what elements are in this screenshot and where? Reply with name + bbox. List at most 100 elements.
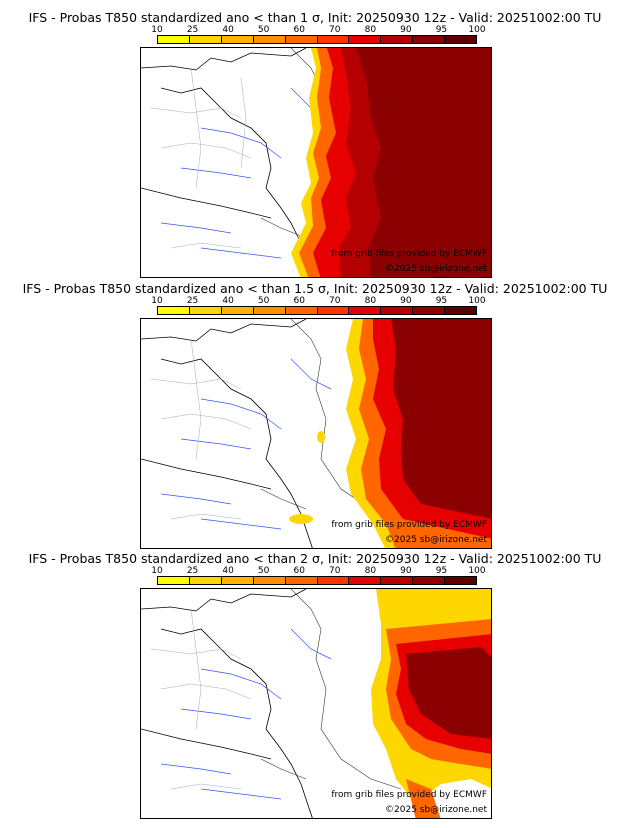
probability-field: [371, 589, 491, 818]
color-legend: 10 25 40 50 60 70 80 90 95 100: [151, 566, 486, 586]
legend-swatch: [285, 307, 318, 314]
legend-tick-label: 50: [257, 566, 270, 576]
probability-map: from grib files provided by ECMWF ©2025 …: [140, 318, 492, 549]
legend-tick-label: 40: [222, 25, 234, 35]
map-canvas: [141, 319, 491, 548]
credit-source: from grib files provided by ECMWF: [331, 520, 487, 530]
legend-swatch: [413, 307, 446, 314]
legend-tick-label: 95: [435, 296, 448, 306]
legend-tick-label: 10: [151, 296, 163, 306]
color-legend: 10 25 40 50 60 70 80 90 95 100: [151, 296, 486, 316]
credit-copyright: ©2025 sb@irizone.net: [385, 535, 487, 545]
legend-tick-label: 80: [364, 566, 377, 576]
admin-borders: [150, 338, 252, 520]
legend-tick-label: 95: [435, 566, 448, 576]
legend-bar: [157, 35, 477, 44]
legend-tick-label: 90: [400, 566, 412, 576]
admin-borders: [150, 608, 252, 790]
map-panel-1: IFS - Probas T850 standardized ano < tha…: [0, 10, 630, 280]
legend-tick-label: 90: [400, 296, 412, 306]
legend-swatch: [253, 36, 286, 43]
panel-title: IFS - Probas T850 standardized ano < tha…: [28, 551, 602, 566]
legend-tick-label: 70: [329, 566, 341, 576]
legend-tick-label: 25: [186, 25, 199, 35]
legend-bar: [157, 576, 477, 585]
legend-tick-label: 40: [222, 296, 234, 306]
legend-tick-label: 100: [468, 296, 486, 306]
legend-swatch: [413, 577, 446, 584]
map-canvas: [141, 48, 491, 277]
legend-swatch: [317, 577, 350, 584]
admin-borders: [150, 67, 252, 249]
map-panel-3: IFS - Probas T850 standardized ano < tha…: [0, 551, 630, 821]
legend-swatch: [413, 36, 446, 43]
legend-swatch: [349, 577, 382, 584]
coastline: [141, 589, 313, 818]
legend-swatch: [189, 577, 222, 584]
legend-tick-label: 25: [186, 566, 199, 576]
map-panel-2: IFS - Probas T850 standardized ano < tha…: [0, 281, 630, 551]
legend-swatch: [189, 36, 222, 43]
legend-swatch: [381, 307, 414, 314]
legend-tick-label: 60: [293, 296, 305, 306]
probability-map: from grib files provided by ECMWF ©2025 …: [140, 47, 492, 278]
legend-tick-label: 60: [293, 25, 305, 35]
legend-swatch: [221, 36, 254, 43]
legend-swatch: [445, 36, 477, 43]
legend-swatch: [285, 36, 318, 43]
legend-tick-label: 70: [329, 25, 341, 35]
legend-swatch: [317, 36, 350, 43]
legend-tick-label: 70: [329, 296, 341, 306]
legend-ticks: 10 25 40 50 60 70 80 90 95 100: [151, 566, 485, 576]
legend-swatch: [349, 36, 382, 43]
color-legend: 10 25 40 50 60 70 80 90 95 100: [151, 25, 486, 45]
legend-tick-label: 100: [468, 25, 486, 35]
rivers: [160, 358, 332, 530]
legend-tick-label: 60: [293, 566, 305, 576]
coastline: [141, 48, 313, 277]
legend-tick-label: 95: [435, 25, 448, 35]
legend-ticks: 10 25 40 50 60 70 80 90 95 100: [151, 296, 485, 306]
legend-tick-label: 50: [257, 25, 270, 35]
coastline: [141, 319, 313, 548]
credit-copyright: ©2025 sb@irizone.net: [385, 805, 487, 815]
legend-swatch: [445, 307, 477, 314]
probability-map: from grib files provided by ECMWF ©2025 …: [140, 588, 492, 819]
legend-tick-label: 25: [186, 296, 199, 306]
panel-title: IFS - Probas T850 standardized ano < tha…: [22, 281, 608, 296]
map-canvas: [141, 589, 491, 818]
legend-swatch: [158, 307, 190, 314]
base-map: [141, 589, 402, 818]
legend-tick-label: 10: [151, 566, 163, 576]
legend-tick-label: 100: [468, 566, 486, 576]
legend-swatch: [221, 307, 254, 314]
legend-swatch: [317, 307, 350, 314]
legend-swatch: [349, 307, 382, 314]
credit-source: from grib files provided by ECMWF: [331, 249, 487, 259]
legend-tick-label: 90: [400, 25, 412, 35]
legend-tick-label: 80: [364, 296, 377, 306]
credit-source: from grib files provided by ECMWF: [331, 790, 487, 800]
rivers: [160, 628, 332, 800]
probability-field: [289, 319, 491, 548]
credit-copyright: ©2025 sb@irizone.net: [385, 264, 487, 274]
legend-swatch: [253, 577, 286, 584]
legend-swatch: [189, 307, 222, 314]
base-map: [141, 319, 402, 548]
legend-swatch: [221, 577, 254, 584]
panel-title: IFS - Probas T850 standardized ano < tha…: [28, 10, 602, 25]
legend-swatch: [381, 577, 414, 584]
legend-swatch: [158, 36, 190, 43]
country-borders: [260, 589, 402, 790]
legend-swatch: [253, 307, 286, 314]
legend-swatch: [158, 577, 190, 584]
probability-field: [291, 48, 491, 277]
legend-tick-label: 10: [151, 25, 163, 35]
legend-swatch: [381, 36, 414, 43]
legend-tick-label: 50: [257, 296, 270, 306]
legend-swatch: [285, 577, 318, 584]
legend-bar: [157, 306, 477, 315]
legend-tick-label: 80: [364, 25, 377, 35]
legend-swatch: [445, 577, 477, 584]
legend-ticks: 10 25 40 50 60 70 80 90 95 100: [151, 25, 485, 35]
